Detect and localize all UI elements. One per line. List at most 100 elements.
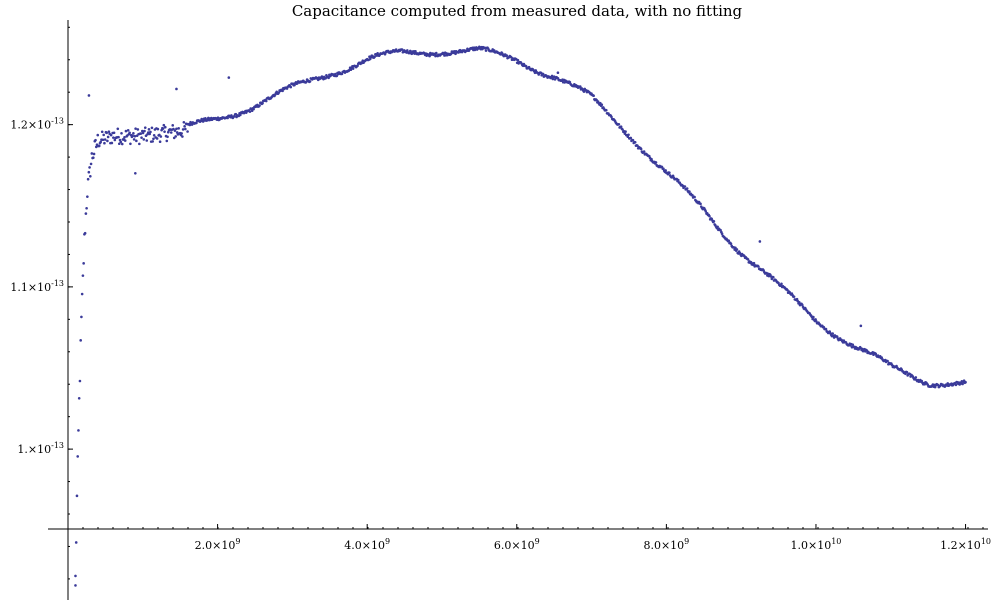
data-point — [94, 138, 97, 142]
data-point — [190, 123, 194, 126]
data-point — [814, 318, 817, 321]
data-point — [173, 129, 177, 132]
data-point — [735, 248, 739, 251]
data-point — [406, 49, 409, 52]
data-point — [797, 301, 801, 304]
data-point — [89, 174, 92, 178]
data-point — [84, 212, 88, 215]
data-point — [140, 136, 143, 139]
data-point — [164, 125, 167, 129]
data-point — [226, 116, 229, 120]
data-point — [109, 133, 113, 137]
data-point — [600, 103, 604, 106]
data-point — [102, 133, 105, 137]
data-point — [541, 72, 545, 76]
data-point — [835, 335, 839, 338]
data-point — [683, 185, 687, 188]
data-point — [954, 383, 958, 387]
data-point — [578, 85, 582, 88]
data-point — [704, 210, 708, 213]
x-tick-label: 4.0×109 — [344, 537, 390, 552]
data-point — [261, 101, 264, 105]
data-point — [142, 138, 146, 141]
data-point — [85, 206, 88, 210]
chart-title: Capacitance computed from measured data,… — [292, 2, 743, 20]
data-point — [181, 128, 185, 131]
data-point — [264, 99, 268, 103]
data-point — [676, 178, 680, 182]
data-point — [186, 130, 189, 133]
data-point — [117, 142, 121, 146]
data-point — [688, 190, 691, 193]
data-point — [106, 135, 110, 139]
data-point — [117, 135, 120, 139]
data-point — [129, 142, 132, 146]
data-point — [308, 80, 312, 83]
data-point — [166, 135, 169, 139]
data-point-outlier — [556, 71, 560, 75]
data-point — [132, 138, 136, 141]
data-point — [831, 332, 834, 335]
data-point-outlier — [859, 324, 863, 328]
data-point — [621, 128, 624, 131]
data-point — [719, 228, 722, 232]
y-tick-label: 1.2×10-13 — [10, 117, 64, 132]
data-point — [195, 121, 198, 125]
data-point — [639, 147, 643, 151]
data-point — [79, 339, 82, 342]
data-point — [103, 138, 107, 141]
data-point — [351, 67, 355, 70]
data-point — [248, 110, 252, 113]
data-point — [88, 166, 91, 169]
data-point-outlier — [758, 240, 762, 243]
data-point — [289, 85, 293, 89]
data-point — [716, 225, 719, 229]
data-point — [183, 125, 186, 128]
data-point — [671, 174, 675, 178]
x-ticks: 2.0×109 4.0×109 6.0×109 8.0×109 1.0×1010 1.2×… — [82, 524, 991, 552]
data-point — [77, 396, 81, 400]
data-point — [138, 142, 141, 146]
x-tick-label: 1.0×1010 — [791, 537, 842, 552]
data-point — [112, 131, 116, 135]
data-point — [484, 49, 488, 52]
data-point — [180, 132, 183, 135]
data-point — [914, 376, 918, 379]
data-point — [149, 130, 152, 134]
data-point — [74, 541, 78, 544]
data-point — [136, 128, 140, 131]
data-point — [334, 72, 337, 76]
x-tick-label: 1.2×1010 — [940, 537, 991, 552]
data-point — [654, 161, 658, 164]
data-point — [335, 74, 339, 78]
data-point — [83, 231, 87, 235]
data-point — [699, 202, 702, 206]
data-point — [143, 129, 146, 133]
data-point — [112, 136, 115, 139]
data-point — [685, 187, 689, 190]
x-tick-label: 6.0×109 — [494, 537, 540, 552]
data-point — [161, 127, 165, 130]
data-point — [662, 167, 665, 170]
data-point — [77, 429, 80, 432]
x-tick-label: 8.0×109 — [643, 537, 689, 552]
data-point — [174, 135, 177, 138]
data-point — [624, 130, 627, 133]
y-ticks: 1.×10-13 1.1×10-13 1.2×10-13 — [10, 26, 73, 580]
data-point — [693, 195, 696, 199]
data-point — [277, 91, 281, 94]
data-point — [356, 64, 359, 67]
data-point — [204, 116, 207, 120]
data-point — [216, 116, 220, 119]
data-point — [150, 126, 154, 130]
data-point — [800, 303, 804, 307]
data-point — [182, 120, 186, 124]
data-point — [86, 195, 89, 198]
data-point — [169, 131, 173, 134]
data-point — [103, 141, 106, 145]
data-point — [75, 494, 79, 498]
data-point — [414, 50, 417, 53]
data-point — [133, 134, 137, 138]
data-point — [708, 214, 711, 218]
data-point — [107, 130, 111, 133]
